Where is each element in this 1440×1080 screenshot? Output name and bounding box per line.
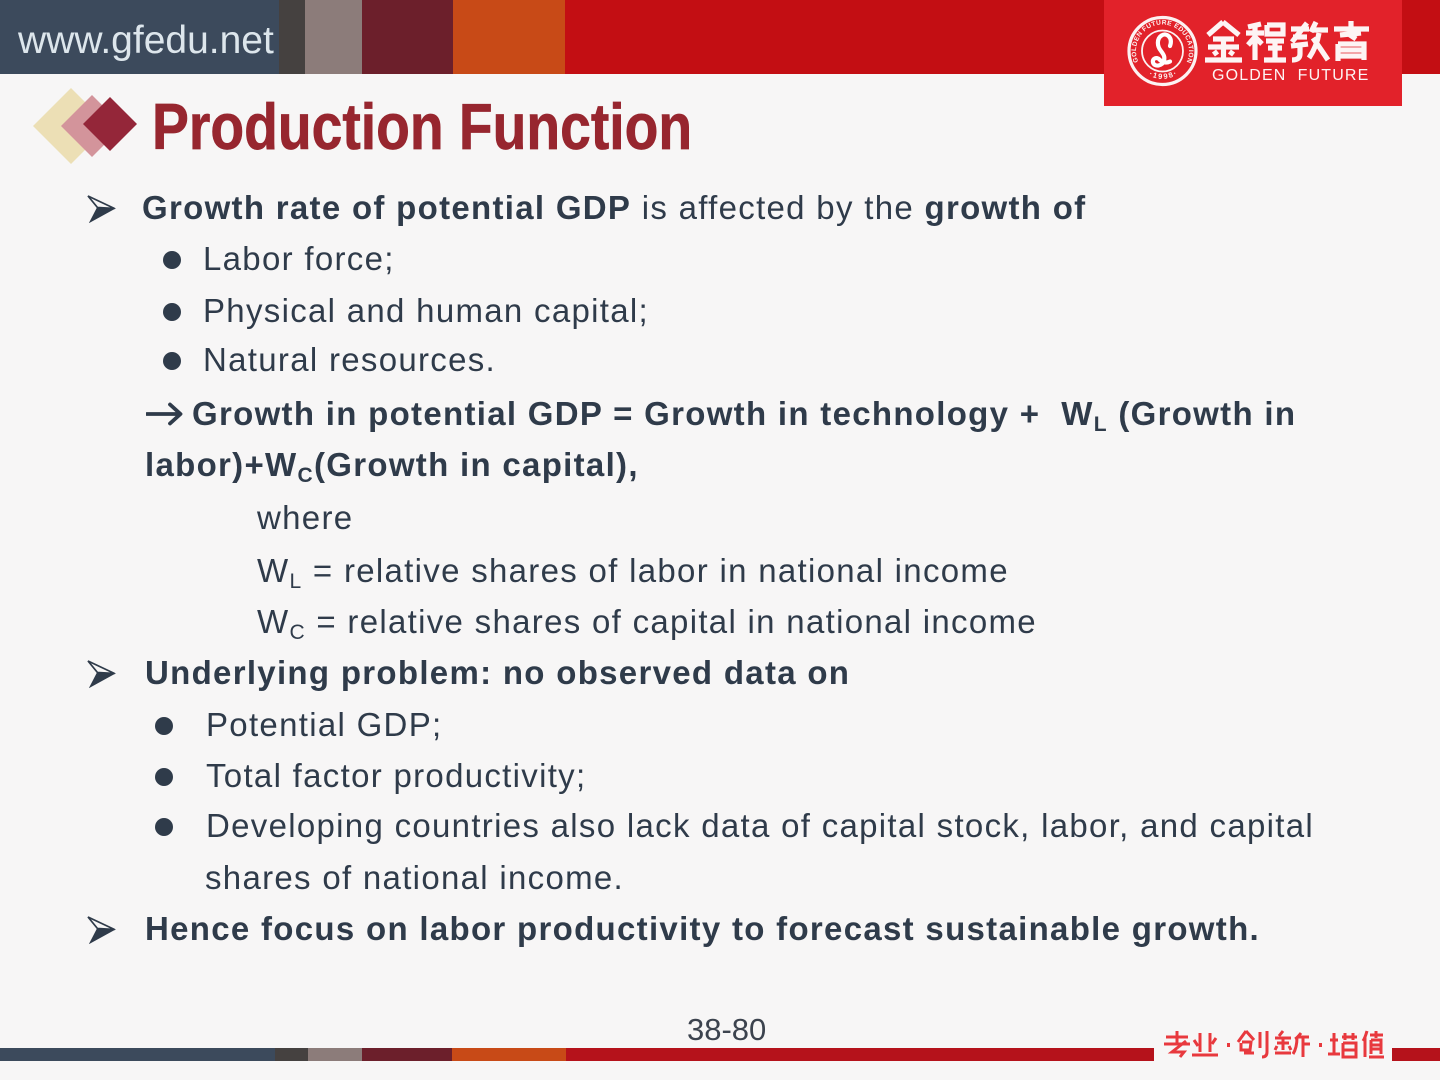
svg-text:·1998·: ·1998·	[1148, 68, 1180, 81]
